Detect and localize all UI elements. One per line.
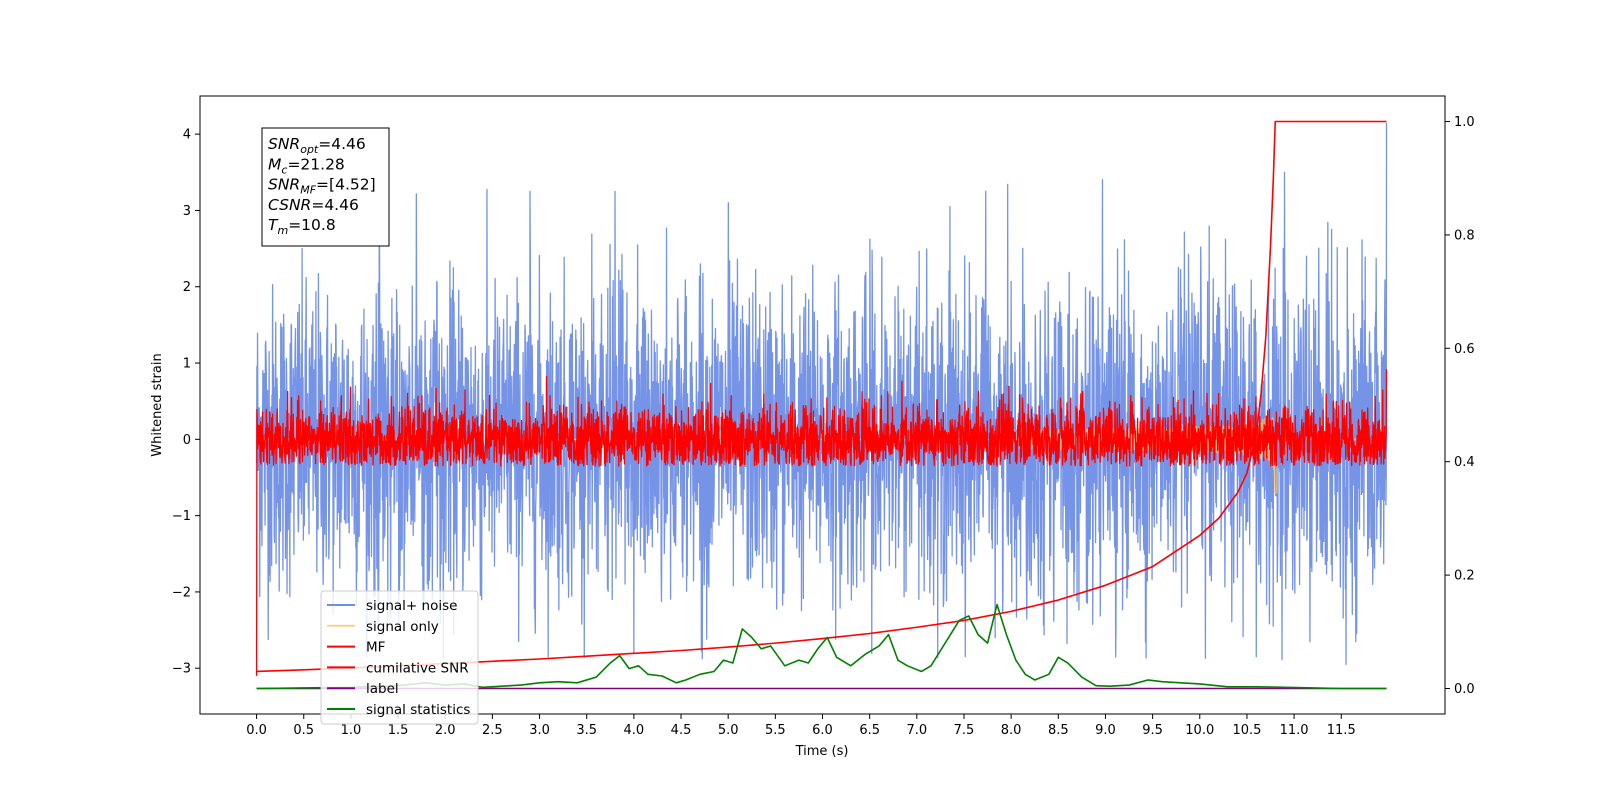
x-tick-label: 1.0 xyxy=(341,723,362,738)
x-tick-label: 8.5 xyxy=(1048,723,1069,738)
x-tick-label: 9.0 xyxy=(1095,723,1116,738)
legend-label: cumilative SNR xyxy=(366,660,469,676)
right-y-tick-label: 0.6 xyxy=(1454,342,1475,357)
annotation-symbol: SNR xyxy=(268,176,300,194)
annotation-line: SNRMF=[4.52] xyxy=(268,176,376,197)
x-tick-label: 7.0 xyxy=(906,723,927,738)
x-tick-label: 10.0 xyxy=(1185,723,1214,738)
annotation-value: =21.28 xyxy=(287,155,344,173)
annotation-line: CSNR=4.46 xyxy=(268,196,359,214)
series-signal-statistics xyxy=(256,603,1387,690)
legend-frame xyxy=(320,590,479,725)
right-y-tick-label: 0.8 xyxy=(1454,228,1475,243)
x-tick-label: 9.5 xyxy=(1142,723,1163,738)
x-axis: 0.0 0.5 1.0 1.5 2.0 2.5 3.0 3.5 4.0 4.5 5.0 5.5 6.0 6… xyxy=(246,714,1356,738)
x-tick-label: 1.5 xyxy=(388,723,409,738)
x-tick-label: 4.5 xyxy=(671,723,692,738)
legend-label: signal statistics xyxy=(366,702,470,718)
legend: signal+ noise signal only MF cumilative SNR… xyxy=(320,590,479,725)
left-y-axis-label: Whitened strain xyxy=(150,353,165,456)
x-tick-label: 3.5 xyxy=(576,723,597,738)
left-y-tick-label: −1 xyxy=(172,509,191,524)
annotation-subscript: c xyxy=(281,163,287,176)
x-axis-label: Time (s) xyxy=(795,744,849,759)
x-tick-label: 6.5 xyxy=(859,723,880,738)
x-tick-label: 0.0 xyxy=(246,723,267,738)
x-tick-label: 2.0 xyxy=(435,723,456,738)
left-y-tick-label: 0 xyxy=(183,433,191,448)
right-y-tick-label: 0.4 xyxy=(1454,455,1475,470)
x-tick-label: 6.0 xyxy=(812,723,833,738)
x-tick-label: 2.5 xyxy=(482,723,503,738)
x-tick-label: 4.0 xyxy=(624,723,645,738)
legend-label: signal+ noise xyxy=(366,598,457,614)
annotation-value: =[4.52] xyxy=(316,176,376,194)
annotation-value: =10.8 xyxy=(288,216,336,234)
x-tick-label: 0.5 xyxy=(293,723,314,738)
x-tick-label: 11.5 xyxy=(1327,723,1356,738)
annotation-subscript: opt xyxy=(300,143,319,156)
x-tick-label: 10.5 xyxy=(1232,723,1261,738)
annotation-box-frame xyxy=(261,127,390,247)
left-y-tick-label: 1 xyxy=(183,357,191,372)
annotation-symbol: T xyxy=(268,216,279,234)
annotation-line: Mc=21.28 xyxy=(268,155,345,176)
left-y-tick-label: 3 xyxy=(183,204,191,219)
series-layer xyxy=(255,120,1388,690)
annotation-symbol: SNR xyxy=(268,135,300,153)
annotation-symbol: CSNR xyxy=(268,196,311,214)
legend-label: MF xyxy=(366,640,385,656)
left-y-tick-label: 2 xyxy=(183,280,191,295)
annotation-value: =4.46 xyxy=(318,135,366,153)
x-tick-label: 3.0 xyxy=(529,723,550,738)
annotation-value: =4.46 xyxy=(311,196,359,214)
right-y-tick-label: 0.2 xyxy=(1454,569,1475,584)
annotation-symbol: M xyxy=(268,155,281,173)
right-y-tick-label: 1.0 xyxy=(1454,115,1475,130)
annotation-subscript: m xyxy=(277,224,288,237)
legend-label: signal only xyxy=(366,619,439,635)
left-y-tick-label: −3 xyxy=(172,662,191,677)
legend-label: label xyxy=(366,681,399,697)
left-y-axis: −3 −2 −1 0 1 2 3 4 xyxy=(172,128,200,677)
series-cumilative-snr xyxy=(256,120,1387,673)
left-y-tick-label: 4 xyxy=(183,128,191,143)
x-tick-label: 5.0 xyxy=(718,723,739,738)
x-tick-label: 8.0 xyxy=(1001,723,1022,738)
annotation-line: Tm=10.8 xyxy=(268,216,336,237)
annotation-line: SNRopt=4.46 xyxy=(268,135,366,156)
annotation-box: SNRopt=4.46Mc=21.28SNRMF=[4.52]CSNR=4.46… xyxy=(261,127,390,247)
right-y-axis: 0.0 0.2 0.4 0.6 0.8 1.0 xyxy=(1445,115,1475,697)
right-y-tick-label: 0.0 xyxy=(1454,682,1475,697)
annotation-subscript: MF xyxy=(300,184,316,197)
x-tick-label: 11.0 xyxy=(1280,723,1309,738)
x-tick-label: 7.5 xyxy=(954,723,975,738)
left-y-tick-label: −2 xyxy=(172,585,191,600)
series-mf xyxy=(255,369,1388,676)
x-tick-label: 5.5 xyxy=(765,723,786,738)
